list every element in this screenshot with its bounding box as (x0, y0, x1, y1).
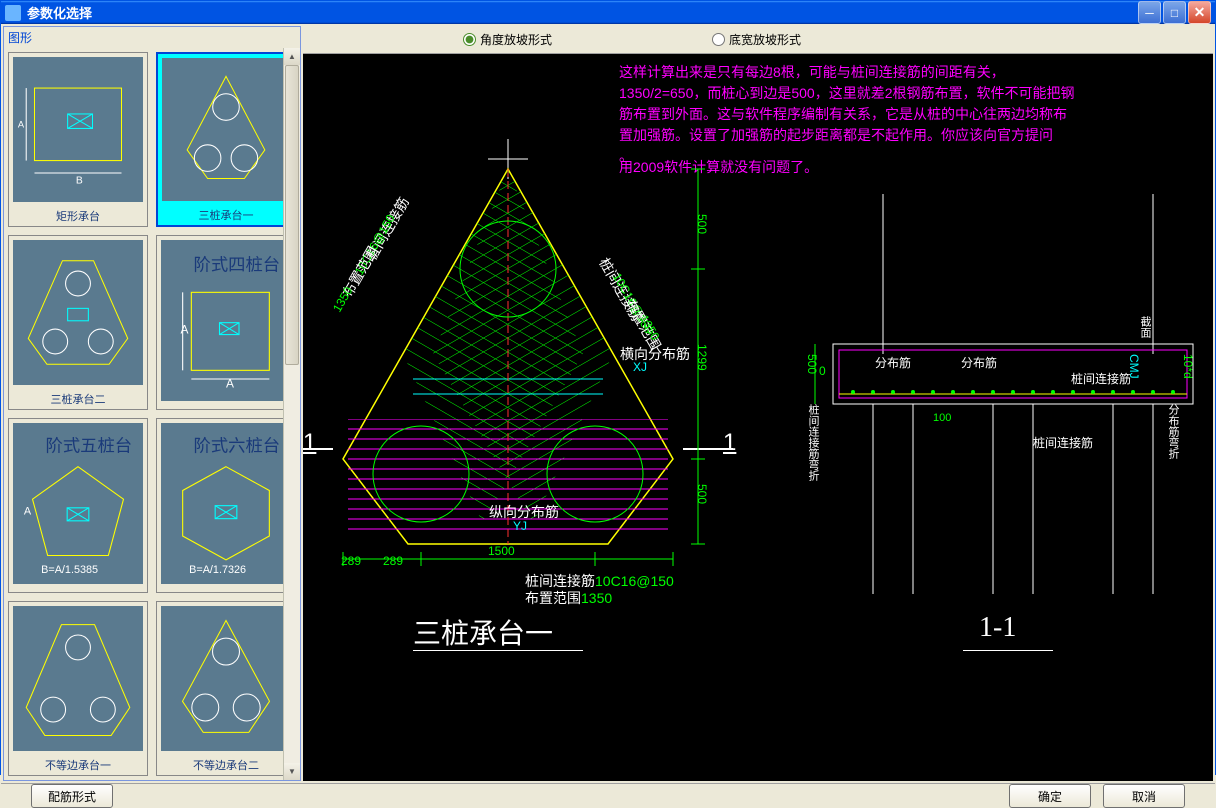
label-sec-lianjie2: 桩间连接筋 (1033, 434, 1093, 451)
cancel-button[interactable]: 取消 (1103, 784, 1185, 808)
thumb-label: 不等边承台二 (157, 755, 295, 775)
label-yj: YJ (513, 519, 527, 533)
sidebar: 图形 B A 矩形承台 (3, 26, 301, 781)
thumb-step5[interactable]: 阶式五桩台 A B=A/1.5385 (8, 418, 148, 593)
app-icon (5, 5, 21, 21)
dim-sec-0: 0 (819, 364, 826, 378)
scroll-up-button[interactable]: ▲ (284, 48, 300, 65)
cad-section-title: 1-1 (979, 612, 1016, 644)
radio-angle-input[interactable] (463, 33, 476, 46)
label-sec-lianjie1: 桩间连接筋 (1071, 370, 1131, 387)
label-wanzhe1: 桩间连接筋弯折 (805, 404, 821, 481)
svg-text:A: A (181, 323, 189, 337)
radio-angle-slope[interactable]: 角度放坡形式 (463, 31, 552, 48)
section-mark-r: 1 (723, 429, 736, 457)
title-underline-2 (963, 650, 1053, 651)
label-xj: XJ (633, 360, 647, 374)
thumb-label: 三桩承台二 (9, 389, 147, 409)
thumb-tri1[interactable]: 三桩承台一 (156, 52, 296, 227)
close-button[interactable]: ✕ (1188, 1, 1211, 24)
thumb-label: 矩形承台 (9, 206, 147, 226)
radio-angle-label: 角度放坡形式 (480, 31, 552, 48)
main-window: 参数化选择 ─ □ ✕ 图形 B A (0, 0, 1216, 775)
thumbnail-grid: B A 矩形承台 (4, 48, 300, 780)
svg-text:B=A/1.7326: B=A/1.7326 (189, 564, 246, 576)
label-wanzhe2: 分布筋弯折 (1165, 404, 1181, 459)
dim-sec-500: 500 (805, 354, 819, 374)
scroll-thumb[interactable] (285, 65, 299, 365)
svg-text:A: A (18, 119, 25, 129)
dim-sec-100: 100 (933, 412, 951, 424)
minimize-button[interactable]: ─ (1138, 1, 1161, 24)
radio-width-input[interactable] (712, 33, 725, 46)
main-panel: 角度放坡形式 底宽放坡形式 这样计算出来是只有每边8根，可能与桩间连接筋的间距有… (303, 26, 1213, 781)
content-area: 图形 B A 矩形承台 (1, 24, 1215, 783)
window-title: 参数化选择 (27, 3, 1138, 22)
label-cmj: CMJ (1127, 354, 1141, 379)
thumb-tri2[interactable]: 三桩承台二 (8, 235, 148, 410)
dim-1500: 1500 (488, 544, 515, 558)
label-fenbu1: 分布筋 (875, 354, 911, 371)
button-bar: 配筋形式 确定 取消 (1, 783, 1215, 808)
sidebar-group-label: 图形 (4, 27, 300, 48)
cad-viewport[interactable]: 这样计算出来是只有每边8根，可能与桩间连接筋的间距有关， 1350/2=650，… (303, 54, 1213, 781)
label-fenbu2: 分布筋 (961, 354, 997, 371)
thumb-uneq2[interactable]: 不等边承台二 (156, 601, 296, 776)
cad-main-title: 三桩承台一 (413, 612, 553, 652)
dim-1299: 1299 (695, 344, 709, 371)
svg-text:阶式四桩台: 阶式四桩台 (194, 256, 281, 275)
dim-289-2: 289 (383, 554, 403, 568)
svg-text:A: A (24, 505, 32, 517)
rebar-form-button[interactable]: 配筋形式 (31, 784, 113, 808)
titlebar[interactable]: 参数化选择 ─ □ ✕ (1, 1, 1215, 24)
thumb-label (157, 405, 295, 409)
thumb-uneq1[interactable]: 不等边承台一 (8, 601, 148, 776)
thumb-step4[interactable]: 阶式四桩台 A A (156, 235, 296, 410)
dim-289-1: 289 (341, 554, 361, 568)
maximize-button[interactable]: □ (1163, 1, 1186, 24)
dim-500-1: 500 (695, 214, 709, 234)
sidebar-scrollbar[interactable]: ▲ ▼ (283, 48, 300, 780)
section-mark-l: 1 (303, 429, 316, 457)
radio-width-slope[interactable]: 底宽放坡形式 (712, 31, 801, 48)
thumb-step6[interactable]: 阶式六桩台 B=A/1.7326 (156, 418, 296, 593)
thumb-label (9, 588, 147, 592)
label-10d: 10*d (1181, 354, 1195, 379)
title-underline-1 (413, 650, 583, 651)
dim-500-2: 500 (695, 484, 709, 504)
label-bottom-fanwei: 布置范围1350 (525, 588, 612, 608)
label-hengxiang: 横向分布筋 (620, 344, 690, 364)
radio-width-label: 底宽放坡形式 (729, 31, 801, 48)
radio-bar: 角度放坡形式 底宽放坡形式 (303, 26, 1213, 54)
thumb-label (157, 588, 295, 592)
thumb-label: 不等边承台一 (9, 755, 147, 775)
svg-text:阶式六桩台: 阶式六桩台 (194, 437, 281, 456)
thumb-label: 三桩承台一 (158, 205, 294, 225)
svg-text:B=A/1.5385: B=A/1.5385 (41, 564, 98, 576)
thumb-rect[interactable]: B A 矩形承台 (8, 52, 148, 227)
svg-text:阶式五桩台: 阶式五桩台 (45, 437, 132, 456)
scroll-down-button[interactable]: ▼ (284, 763, 300, 780)
ok-button[interactable]: 确定 (1009, 784, 1091, 808)
label-panmian: 截面 (1137, 316, 1153, 338)
window-controls: ─ □ ✕ (1138, 1, 1211, 24)
svg-text:B: B (76, 175, 83, 186)
